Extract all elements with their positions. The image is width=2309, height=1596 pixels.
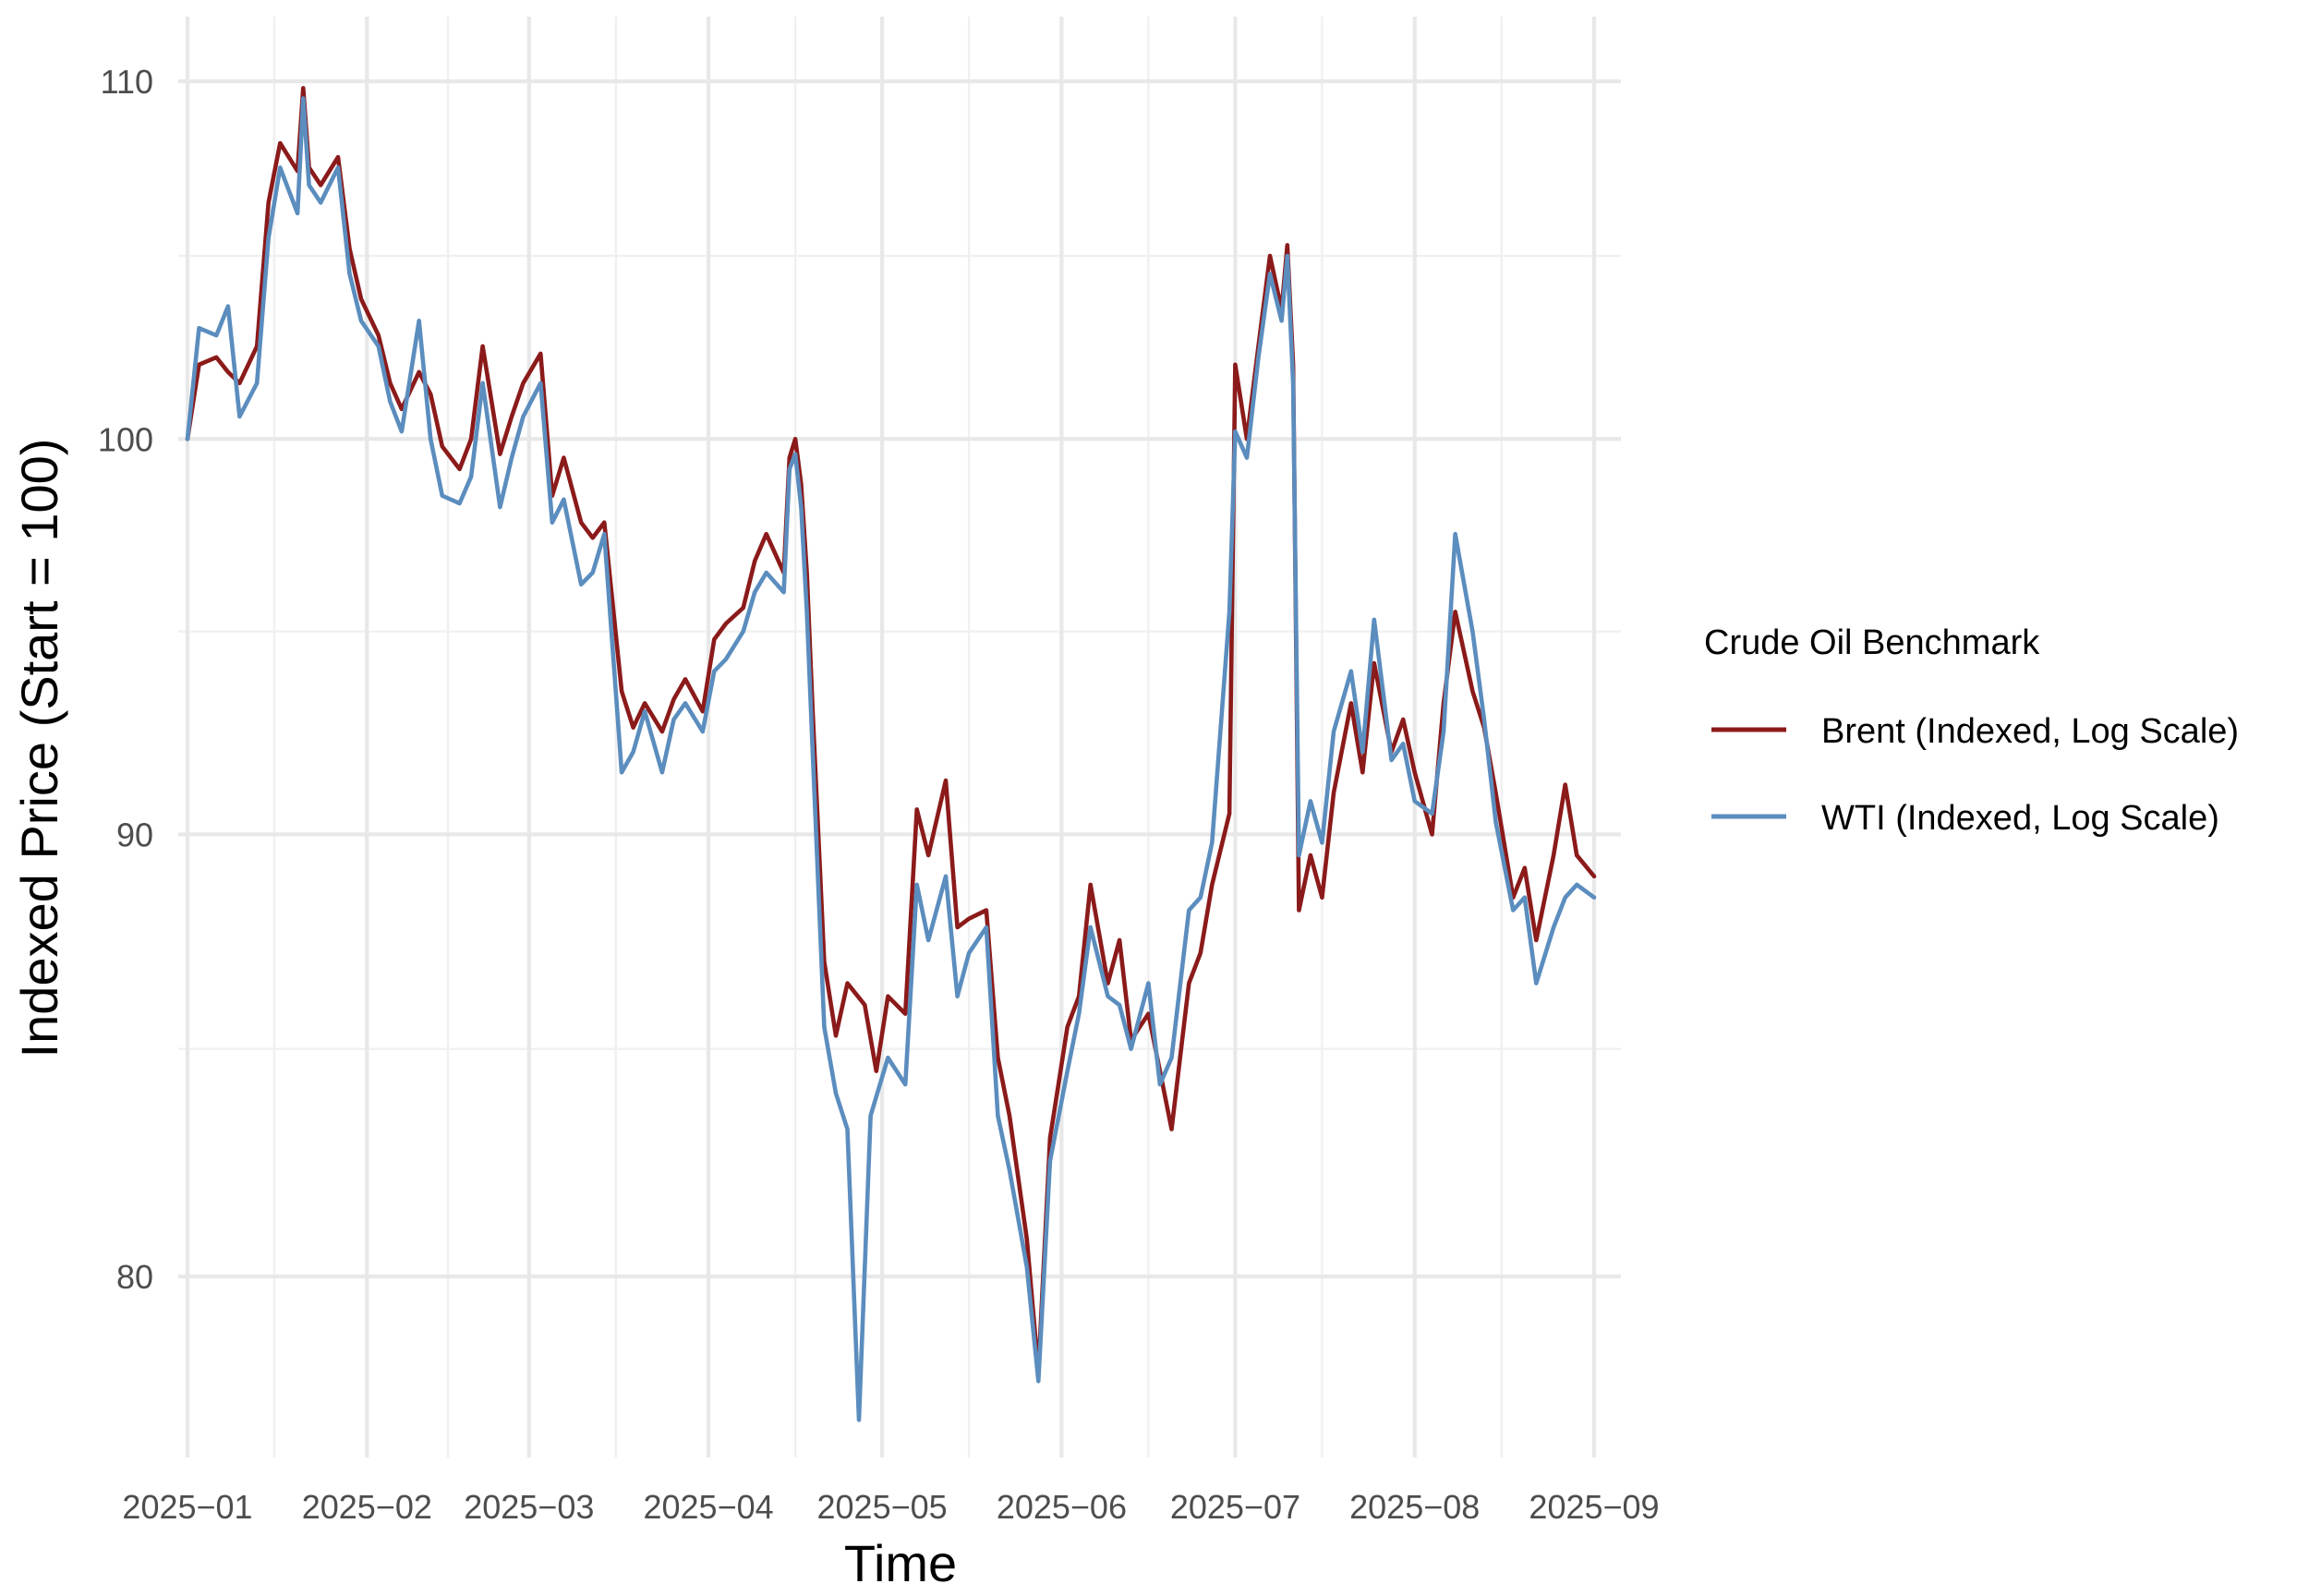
series-line-wti bbox=[185, 96, 1597, 1422]
x-axis-ticks: 2025−01 2025−02 2025−03 2025−04 2025−05 2025−… bbox=[122, 1488, 1659, 1526]
y-tick-label: 90 bbox=[116, 816, 153, 853]
y-tick-label: 80 bbox=[116, 1258, 153, 1296]
legend-label-brent: Brent (Indexed, Log Scale) bbox=[1821, 712, 2239, 751]
y-axis-ticks: 80 90 100 110 bbox=[98, 63, 153, 1296]
x-tick-label: 2025−08 bbox=[1349, 1488, 1480, 1526]
x-tick-label: 2025−05 bbox=[817, 1488, 948, 1526]
x-tick-label: 2025−03 bbox=[464, 1488, 594, 1526]
series-line-brent bbox=[185, 86, 1597, 1374]
gridlines bbox=[178, 17, 1621, 1457]
plot-lines bbox=[185, 86, 1597, 1422]
x-tick-label: 2025−02 bbox=[302, 1488, 432, 1526]
legend-title: Crude Oil Benchmark bbox=[1704, 623, 2040, 662]
y-tick-label: 100 bbox=[98, 420, 153, 458]
x-tick-label: 2025−07 bbox=[1170, 1488, 1300, 1526]
x-tick-label: 2025−09 bbox=[1529, 1488, 1659, 1526]
x-tick-label: 2025−06 bbox=[997, 1488, 1127, 1526]
y-tick-label: 110 bbox=[101, 63, 153, 101]
x-tick-label: 2025−01 bbox=[122, 1488, 252, 1526]
legend: Crude Oil Benchmark Brent (Indexed, Log … bbox=[1704, 623, 2239, 838]
y-axis-title: Indexed Price (Start = 100) bbox=[10, 439, 68, 1058]
x-axis-title: Time bbox=[844, 1534, 957, 1592]
legend-label-wti: WTI (Indexed, Log Scale) bbox=[1821, 799, 2219, 838]
x-tick-label: 2025−04 bbox=[643, 1488, 773, 1526]
